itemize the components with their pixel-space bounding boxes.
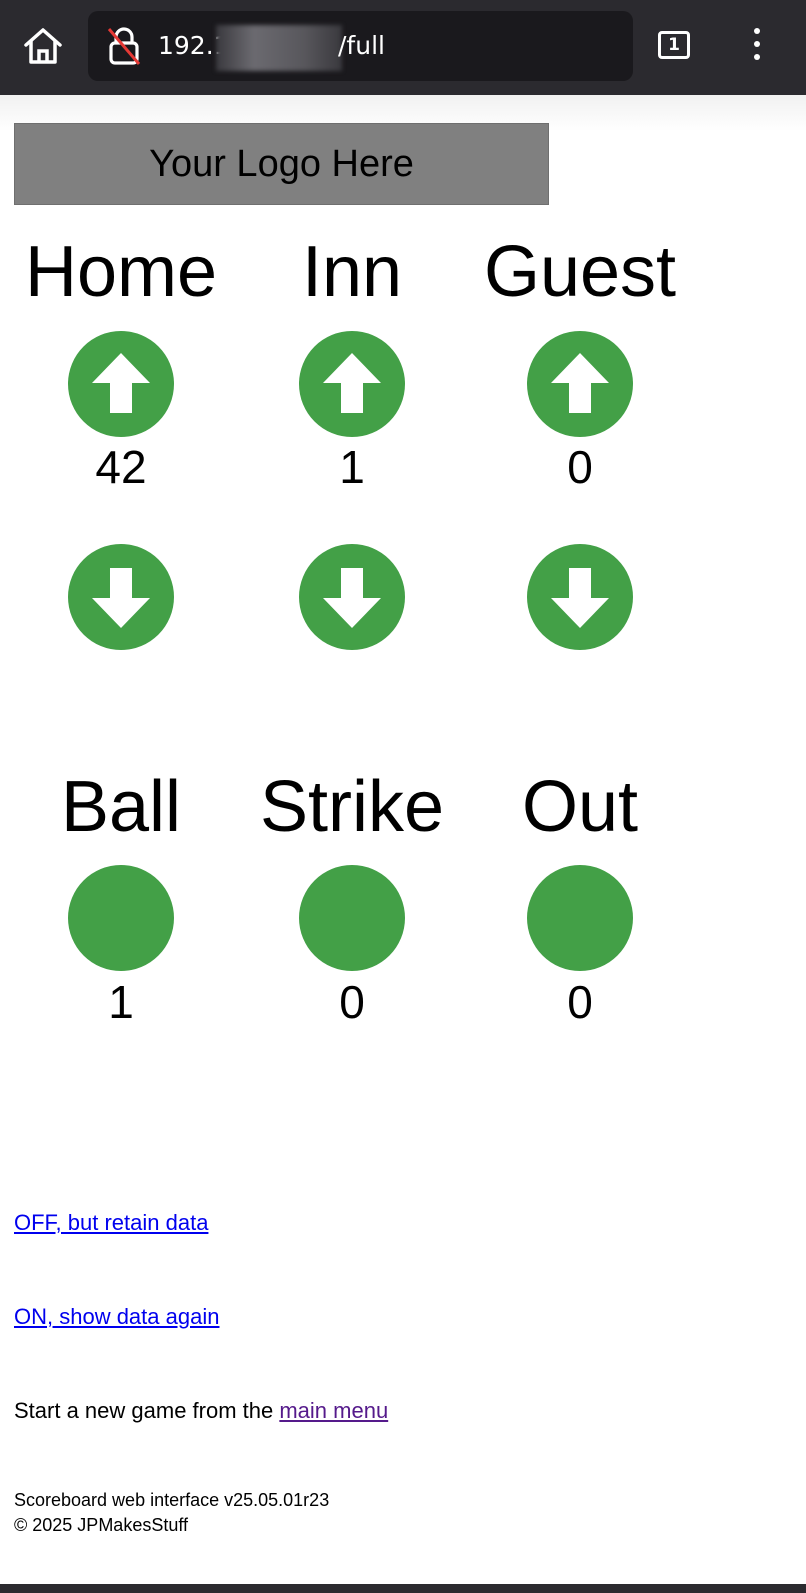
inning-increment-button[interactable] [299,331,405,437]
ball-label: Ball [60,767,182,847]
guest-decrement-button[interactable] [527,544,633,650]
out-button[interactable] [527,865,633,971]
inning-decrement-button[interactable] [299,544,405,650]
tab-switcher-button[interactable]: 1 [658,31,690,59]
on-show-data-link[interactable]: ON, show data again [14,1304,220,1329]
arrow-down-icon [323,568,381,628]
out-count: 0 [567,976,593,1028]
strike-label: Strike [259,767,445,847]
main-menu-link[interactable]: main menu [279,1398,389,1423]
inning-label: Inn [301,232,403,312]
guest-score: 0 [567,441,593,493]
strike-button[interactable] [299,865,405,971]
arrow-down-icon [92,568,150,628]
url-redaction [216,25,342,71]
strike-count: 0 [339,976,365,1028]
home-decrement-button[interactable] [68,544,174,650]
url-text-end: /full [338,31,385,60]
guest-label: Guest [483,232,677,312]
footer: Scoreboard web interface v25.05.01r23 © … [14,1488,329,1538]
bottom-bar [0,1584,806,1593]
ball-count: 1 [108,976,134,1028]
new-game-text: Start a new game from the [14,1398,280,1423]
home-label: Home [24,232,218,312]
new-game-line: Start a new game from the main menu [14,1396,388,1426]
overflow-menu-icon[interactable] [750,28,764,66]
copyright-text: © 2025 JPMakesStuff [14,1515,189,1535]
version-text: Scoreboard web interface v25.05.01r23 [14,1490,330,1510]
ball-button[interactable] [68,865,174,971]
arrow-down-icon [551,568,609,628]
browser-toolbar: 192.1 /full 1 [0,0,806,95]
out-label: Out [521,767,639,847]
home-icon[interactable] [22,26,64,66]
home-increment-button[interactable] [68,331,174,437]
logo-placeholder: Your Logo Here [14,123,549,205]
off-retain-data-link[interactable]: OFF, but retain data [14,1210,209,1235]
inning-value: 1 [339,441,365,493]
address-bar[interactable]: 192.1 /full [88,11,633,81]
on-link-line: ON, show data again [14,1302,219,1332]
off-link-line: OFF, but retain data [14,1208,208,1238]
arrow-up-icon [92,353,150,413]
arrow-up-icon [323,353,381,413]
home-score: 42 [95,441,147,493]
guest-increment-button[interactable] [527,331,633,437]
insecure-lock-icon[interactable] [106,26,142,66]
arrow-up-icon [551,353,609,413]
